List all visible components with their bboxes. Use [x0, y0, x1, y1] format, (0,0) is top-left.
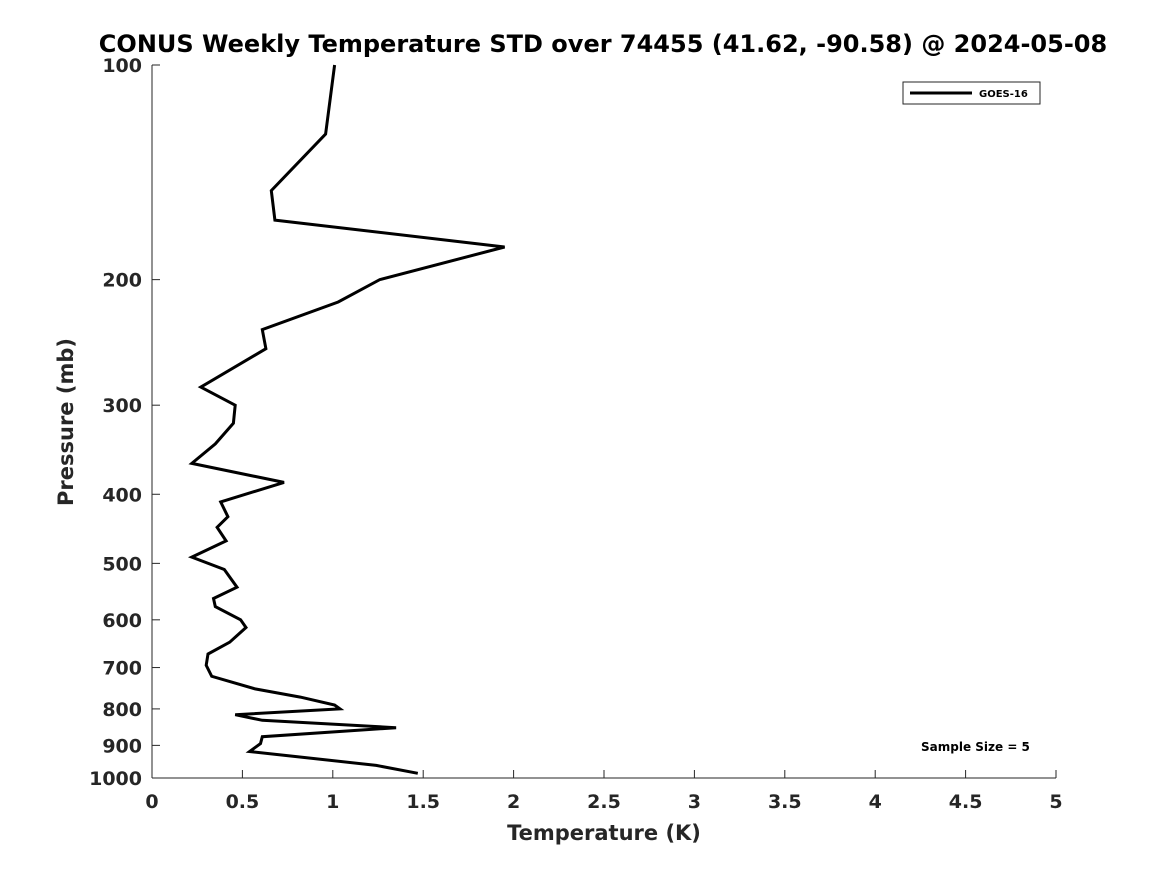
x-tick-label: 4	[869, 791, 882, 813]
sample-size-annotation: Sample Size = 5	[921, 740, 1030, 754]
y-tick-label: 800	[102, 699, 142, 721]
y-tick-label: 1000	[89, 768, 142, 790]
x-tick-label: 1	[326, 791, 339, 813]
plot-lines	[187, 64, 505, 775]
x-tick-label: 0	[145, 791, 158, 813]
x-tick-label: 0.5	[226, 791, 260, 813]
legend-entry-label: GOES-16	[979, 89, 1028, 100]
y-tick-label: 100	[102, 55, 142, 77]
x-tick-label: 3.5	[768, 791, 802, 813]
axes: 0 0.5 1 1.5 2 2.5 3 3.5 4 4.5 5 100 200 300 400 500 600 7…	[89, 55, 1063, 813]
legend: GOES-16	[902, 81, 1041, 105]
series-line-goes-16	[187, 64, 505, 775]
y-tick-label: 600	[102, 610, 142, 632]
y-tick-label: 900	[102, 735, 142, 757]
y-tick-label: 500	[102, 553, 142, 575]
x-tick-label: 2.5	[587, 791, 621, 813]
y-tick-label: 300	[102, 395, 142, 417]
y-tick-label: 200	[102, 270, 142, 292]
x-axis-label: Temperature (K)	[507, 821, 701, 845]
x-tick-label: 5	[1049, 791, 1062, 813]
y-tick-label: 700	[102, 658, 142, 680]
y-tick-label: 400	[102, 484, 142, 506]
y-axis-label: Pressure (mb)	[54, 338, 78, 506]
x-tick-label: 3	[688, 791, 701, 813]
x-tick-label: 4.5	[949, 791, 983, 813]
x-tick-label: 2	[507, 791, 520, 813]
chart-title: CONUS Weekly Temperature STD over 74455 …	[99, 30, 1107, 58]
x-tick-label: 1.5	[406, 791, 440, 813]
